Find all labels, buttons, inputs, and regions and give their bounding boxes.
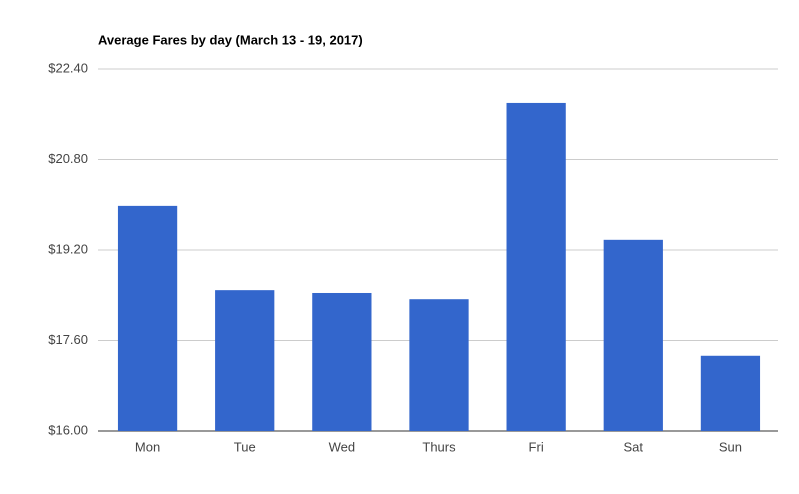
bar bbox=[603, 239, 663, 431]
chart-title: Average Fares by day (March 13 - 19, 201… bbox=[98, 32, 363, 47]
x-tick-label: Tue bbox=[234, 439, 256, 454]
bar bbox=[506, 102, 566, 431]
x-tick-label: Sun bbox=[719, 439, 742, 454]
y-tick-label: $16.00 bbox=[48, 422, 88, 437]
x-tick-label: Mon bbox=[135, 439, 160, 454]
bar bbox=[312, 292, 372, 431]
x-tick-label: Wed bbox=[329, 439, 356, 454]
x-tick-label: Thurs bbox=[422, 439, 456, 454]
y-tick-label: $17.60 bbox=[48, 332, 88, 347]
y-tick-label: $20.80 bbox=[48, 151, 88, 166]
bar bbox=[117, 205, 178, 431]
bar bbox=[215, 290, 275, 431]
x-tick-label: Fri bbox=[529, 439, 544, 454]
x-tick-label: Sat bbox=[624, 439, 644, 454]
y-tick-label: $22.40 bbox=[48, 60, 88, 75]
bar bbox=[700, 355, 761, 431]
bar bbox=[409, 299, 469, 431]
y-tick-label: $19.20 bbox=[48, 241, 88, 256]
